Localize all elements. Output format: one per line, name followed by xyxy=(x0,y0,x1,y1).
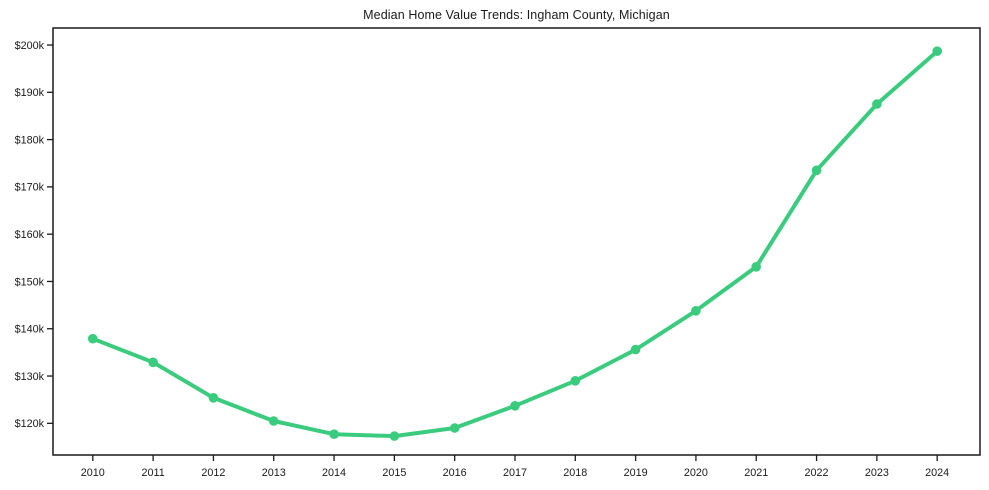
x-tick-label: 2020 xyxy=(684,467,708,479)
data-point-marker xyxy=(630,344,641,355)
data-point-marker xyxy=(389,431,400,441)
x-tick-label: 2023 xyxy=(865,467,889,479)
data-point-marker xyxy=(691,306,701,316)
data-point-marker xyxy=(268,416,279,426)
x-tick-label: 2011 xyxy=(142,467,165,479)
y-tick-label: $150k xyxy=(15,276,45,288)
data-point-marker xyxy=(872,99,882,109)
data-point-marker xyxy=(510,401,520,411)
data-point-marker xyxy=(208,393,219,403)
data-point-marker xyxy=(449,423,460,433)
data-point-marker xyxy=(329,429,339,440)
x-tick-label: 2018 xyxy=(563,467,587,479)
y-tick-label: $180k xyxy=(15,134,45,146)
data-point-marker xyxy=(811,165,822,176)
data-point-marker xyxy=(932,46,942,56)
x-tick-label: 2015 xyxy=(382,467,406,479)
x-tick-label: 2017 xyxy=(503,467,527,479)
y-tick-label: $130k xyxy=(15,371,45,383)
x-tick-label: 2012 xyxy=(201,467,225,479)
data-point-marker xyxy=(751,262,761,272)
data-point-marker xyxy=(88,333,98,344)
y-tick-label: $190k xyxy=(15,87,45,99)
data-point-marker xyxy=(148,357,158,368)
chart-title: Median Home Value Trends: Ingham County,… xyxy=(363,8,670,22)
plot-frame xyxy=(52,27,981,456)
x-tick-label: 2024 xyxy=(925,467,949,479)
x-tick-label: 2021 xyxy=(744,467,768,479)
y-tick-label: $120k xyxy=(15,418,45,430)
y-tick-label: $200k xyxy=(15,40,45,52)
x-tick-label: 2016 xyxy=(443,467,467,479)
x-tick-label: 2013 xyxy=(262,467,286,479)
x-tick-label: 2019 xyxy=(624,467,648,479)
x-tick-label: 2022 xyxy=(805,467,829,479)
y-tick-label: $160k xyxy=(15,229,45,241)
data-line xyxy=(90,49,940,439)
y-tick-label: $140k xyxy=(15,324,45,336)
y-tick-label: $170k xyxy=(15,182,45,194)
x-tick-label: 2010 xyxy=(81,467,105,479)
data-point-marker xyxy=(570,376,581,386)
x-tick-label: 2014 xyxy=(322,467,346,479)
